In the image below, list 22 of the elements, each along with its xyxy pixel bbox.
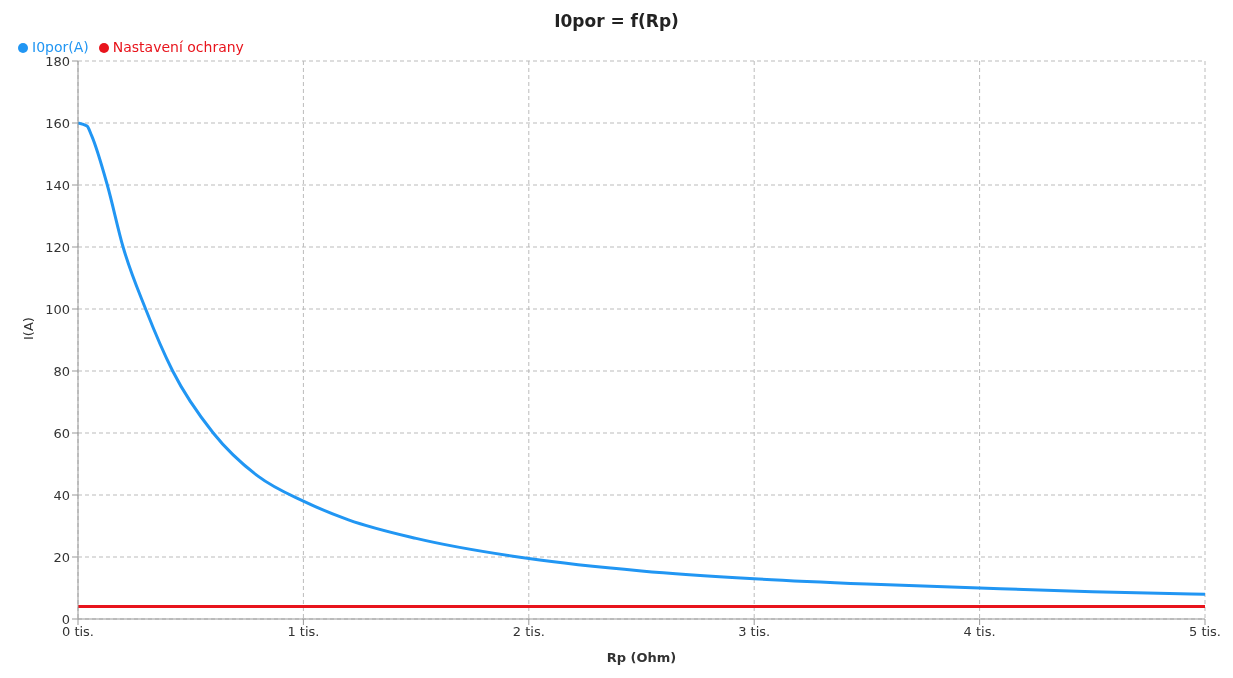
y-tick-label: 60 bbox=[53, 425, 70, 441]
y-axis-title: I(A) bbox=[20, 317, 36, 340]
x-axis-title: Rp (Ohm) bbox=[606, 650, 677, 665]
y-tick-label: 80 bbox=[53, 363, 70, 379]
x-tick-label: 2 tis. bbox=[512, 624, 545, 640]
y-tick-label: 0 bbox=[61, 611, 70, 627]
line-series bbox=[78, 121, 1205, 596]
y-tick-label: 120 bbox=[45, 239, 70, 255]
legend-label: Nastavení ochrany bbox=[112, 39, 244, 55]
x-tick-label: 0 tis. bbox=[61, 624, 95, 640]
y-tick-label: 160 bbox=[45, 115, 70, 131]
y-tick-label: 140 bbox=[45, 177, 70, 193]
x-tick-label: 3 tis. bbox=[738, 624, 771, 640]
y-tick-label: 20 bbox=[53, 549, 70, 565]
y-tick-label: 40 bbox=[53, 487, 70, 503]
chart-title: I0por = f(Rp) bbox=[553, 10, 680, 33]
x-tick-label: 1 tis. bbox=[287, 624, 320, 640]
legend-label: I0por(A) bbox=[32, 39, 89, 55]
y-tick-label: 100 bbox=[45, 301, 70, 317]
y-tick-label: 180 bbox=[45, 53, 70, 69]
x-tick-label: 4 tis. bbox=[963, 624, 996, 640]
x-tick-label: 5 tis. bbox=[1188, 624, 1222, 640]
